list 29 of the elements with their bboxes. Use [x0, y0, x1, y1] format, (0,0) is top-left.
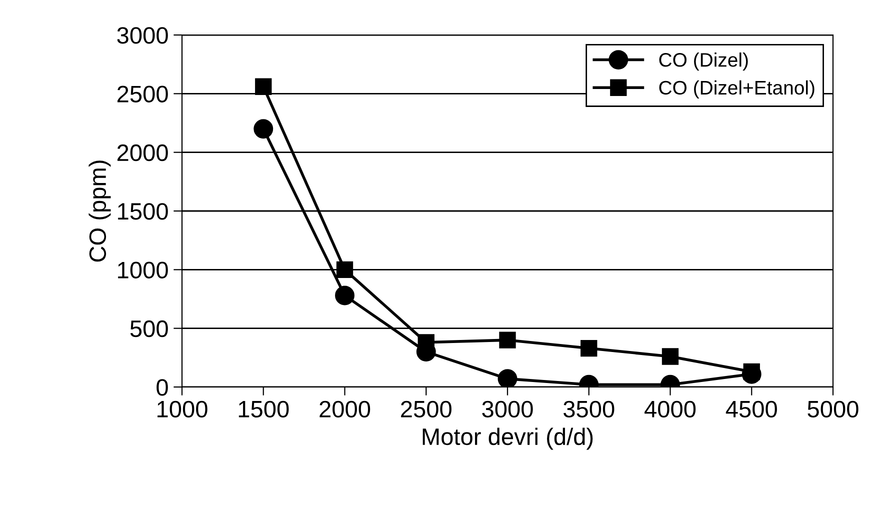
x-tick-label: 4000: [644, 400, 696, 418]
y-tick-label: 2000: [117, 144, 168, 162]
point: [499, 332, 516, 348]
point: [580, 340, 598, 357]
point: [255, 78, 272, 95]
x-tick-label: 3000: [482, 400, 533, 418]
point: [743, 363, 760, 380]
y-tick-label: 500: [130, 320, 168, 338]
y-tick-label: 0: [156, 379, 168, 396]
x-tick-label: 3500: [564, 400, 614, 418]
point: [335, 286, 354, 306]
x-axis-title: Motor devri (d/d): [422, 428, 593, 450]
x-tick-label: 1000: [158, 400, 208, 418]
y-axis-title: CO (ppm): [88, 160, 111, 262]
legend-label: CO (Dizel+Etanol): [659, 80, 814, 98]
y-tick-label: 3000: [117, 27, 168, 44]
legend-label: CO (Dizel): [659, 52, 748, 71]
x-tick-label: 1500: [238, 400, 289, 418]
y-tick-label: 1500: [118, 203, 168, 220]
y-tick-label: 2500: [117, 86, 168, 102]
point: [498, 369, 518, 387]
x-tick-label: 5000: [808, 400, 858, 418]
y-tick-label: 1000: [118, 262, 168, 278]
x-tick-label: 4500: [726, 400, 777, 418]
x-tick-label: 2000: [320, 400, 370, 418]
x-tick-label: 2500: [401, 400, 452, 418]
point: [254, 119, 274, 139]
point: [336, 261, 354, 278]
point: [662, 348, 679, 365]
